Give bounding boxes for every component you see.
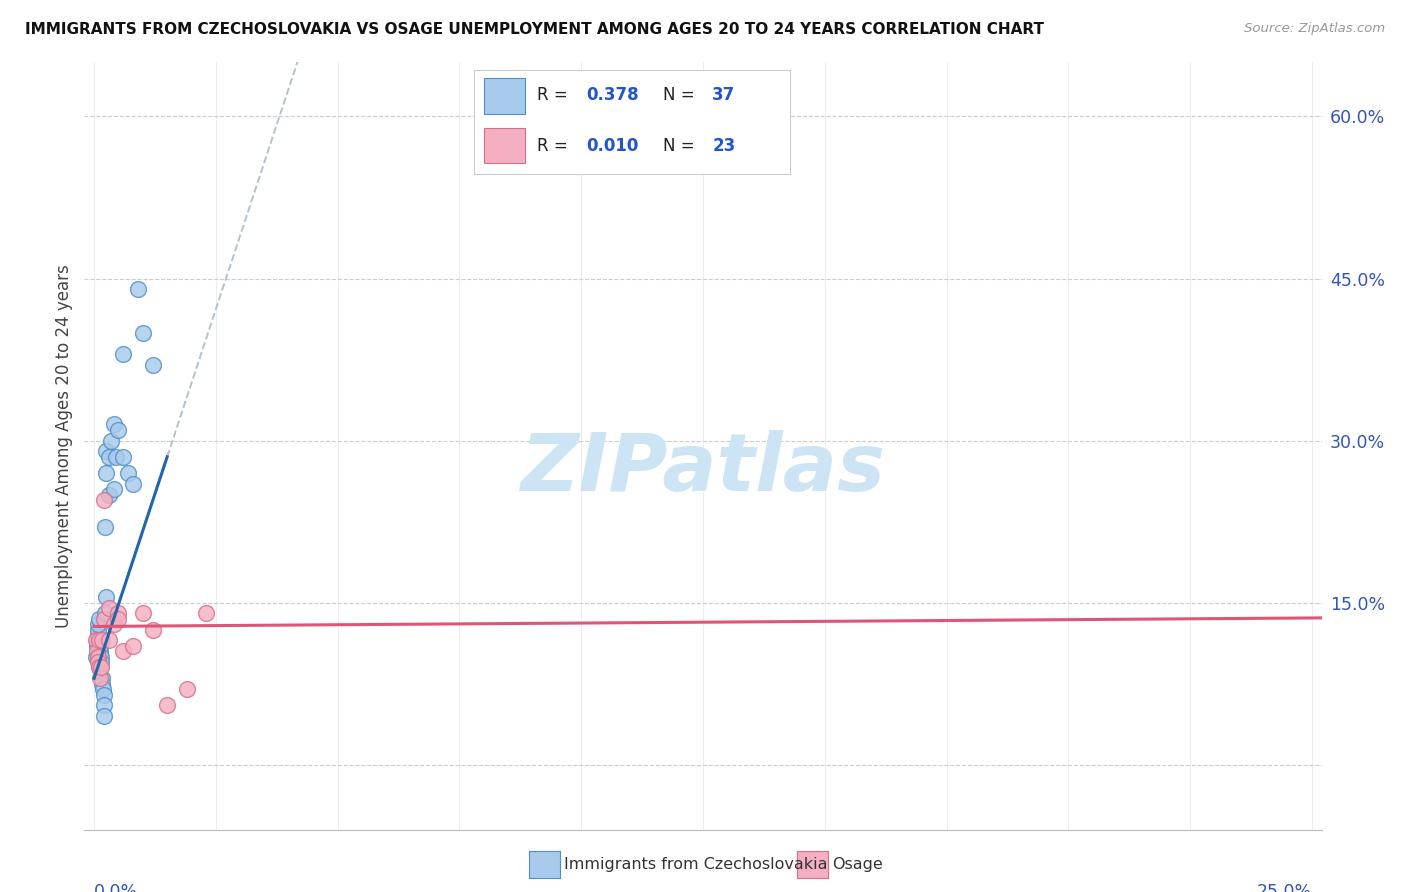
Point	[142, 623, 165, 637]
Point	[90, 655, 112, 669]
Point	[86, 633, 108, 648]
Point	[176, 682, 198, 697]
Point	[103, 482, 125, 496]
Point	[97, 601, 120, 615]
Point	[93, 709, 115, 723]
Point	[91, 633, 114, 648]
Point	[132, 607, 155, 621]
Point	[89, 639, 111, 653]
Point	[107, 607, 129, 621]
Point	[112, 450, 135, 464]
Text: Source: ZipAtlas.com: Source: ZipAtlas.com	[1244, 22, 1385, 36]
Point	[142, 358, 165, 372]
Point	[89, 644, 111, 658]
Point	[90, 649, 112, 664]
Point	[87, 617, 110, 632]
Point	[87, 623, 110, 637]
Point	[93, 688, 115, 702]
Point	[86, 649, 108, 664]
Point	[86, 644, 108, 658]
Point	[107, 612, 129, 626]
Text: ZIPatlas: ZIPatlas	[520, 430, 886, 508]
Point	[100, 434, 122, 448]
Point	[97, 488, 120, 502]
Point	[103, 417, 125, 432]
Text: 0.0%: 0.0%	[94, 883, 138, 892]
Point	[112, 644, 135, 658]
Point	[105, 450, 128, 464]
Point	[107, 423, 129, 437]
Point	[90, 671, 112, 685]
Y-axis label: Unemployment Among Ages 20 to 24 years: Unemployment Among Ages 20 to 24 years	[55, 264, 73, 628]
Point	[96, 591, 118, 605]
Point	[97, 633, 120, 648]
Text: 25.0%: 25.0%	[1257, 883, 1312, 892]
Point	[87, 660, 110, 674]
Point	[87, 660, 110, 674]
Point	[93, 612, 115, 626]
Point	[87, 633, 110, 648]
Point	[94, 466, 117, 480]
Point	[93, 493, 115, 508]
Point	[87, 612, 110, 626]
Point	[127, 282, 149, 296]
Point	[96, 444, 118, 458]
Point	[97, 450, 120, 464]
Point	[84, 633, 107, 648]
Text: IMMIGRANTS FROM CZECHOSLOVAKIA VS OSAGE UNEMPLOYMENT AMONG AGES 20 TO 24 YEARS C: IMMIGRANTS FROM CZECHOSLOVAKIA VS OSAGE …	[25, 22, 1045, 37]
Point	[91, 676, 114, 690]
Point	[89, 671, 111, 685]
Point	[94, 607, 117, 621]
Point	[86, 628, 108, 642]
Point	[90, 660, 112, 674]
Point	[84, 649, 107, 664]
Point	[103, 617, 125, 632]
Point	[112, 347, 135, 361]
Point	[156, 698, 179, 713]
Point	[86, 639, 108, 653]
Text: Osage: Osage	[832, 857, 883, 871]
Point	[117, 466, 139, 480]
Point	[91, 682, 114, 697]
Point	[122, 639, 145, 653]
Point	[195, 607, 218, 621]
Point	[122, 476, 145, 491]
Point	[87, 655, 110, 669]
Point	[94, 520, 117, 534]
Text: Immigrants from Czechoslovakia: Immigrants from Czechoslovakia	[564, 857, 827, 871]
Point	[132, 326, 155, 340]
Point	[93, 698, 115, 713]
